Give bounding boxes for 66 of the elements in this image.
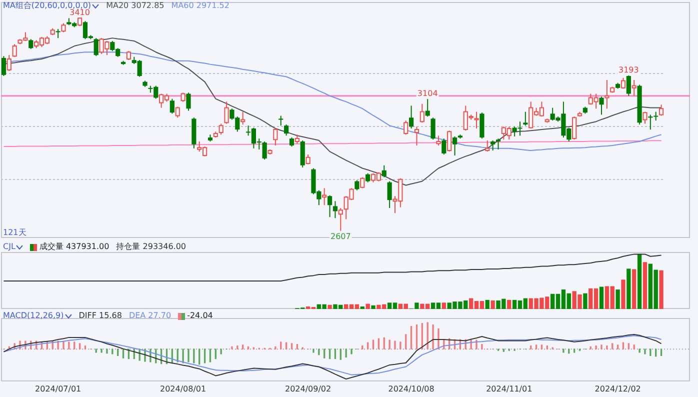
candlestick [327,194,332,218]
candlestick [626,74,631,96]
bar [328,304,332,309]
x-tick-label: 2024/08/01 [160,384,206,394]
candlestick [480,112,484,140]
candlestick [300,140,305,168]
candlestick [409,105,414,129]
candlestick [94,38,98,57]
bar [583,293,588,309]
bar [490,300,495,309]
candlestick [28,38,34,50]
text: MA60 2971.52 [171,1,230,11]
bar [360,306,364,309]
chart-title: MACD(12,26,9) [3,311,64,321]
legend-label: 成交量 437931.00 [39,242,110,252]
candlestick [425,98,430,118]
candlestick [170,98,174,114]
annotation: 121天 [3,228,26,238]
text: MA20 3072.85 [106,1,164,11]
legend-label: -24.04 [187,311,213,321]
candlestick [284,124,289,136]
candlestick [278,115,284,126]
x-tick-label: 2024/09/02 [284,384,332,394]
candlestick [332,200,338,219]
bar [371,305,376,309]
candlestick [452,136,458,156]
bar [616,289,620,309]
annotation: 2607 [330,232,351,241]
bar [626,268,631,309]
annotation: 3104 [417,89,438,98]
x-tick-label: 2024/10/08 [388,384,434,394]
candlestick [354,180,360,191]
candlestick [442,138,446,155]
chart-title: CJL [3,242,16,252]
bar [632,269,636,309]
candlestick [599,96,604,116]
chart-title: MA组合(20,60,0,0,0,0) [3,1,92,10]
candlestick [496,138,501,150]
bar [599,286,604,309]
candlestick [1,56,6,76]
candlestick [186,92,191,112]
text: DIFF 15.68 [78,311,122,321]
candlestick [56,28,60,39]
candlestick [387,180,392,209]
candlestick [430,117,436,140]
candlestick [523,111,528,126]
x-tick-label: 2024/07/01 [35,384,82,394]
bar [642,262,648,309]
candlestick [382,164,386,178]
text: 持仓量 293346.00 [116,242,186,252]
x-tick-label: 2024/11/01 [486,384,532,394]
bar [637,254,642,309]
bar [366,304,370,309]
x-tick-label: 2024/12/02 [594,384,641,394]
bar [442,302,446,309]
candlestick [262,140,267,160]
bar [507,300,512,309]
bar [621,280,626,309]
text: DEA 27.70 [128,311,172,321]
annotation: 3193 [618,66,639,75]
candlestick [490,140,496,151]
bar [659,270,664,309]
annotation: 3410 [70,8,90,17]
bar [485,300,490,309]
candlestick [366,172,370,183]
candlestick [289,137,294,148]
